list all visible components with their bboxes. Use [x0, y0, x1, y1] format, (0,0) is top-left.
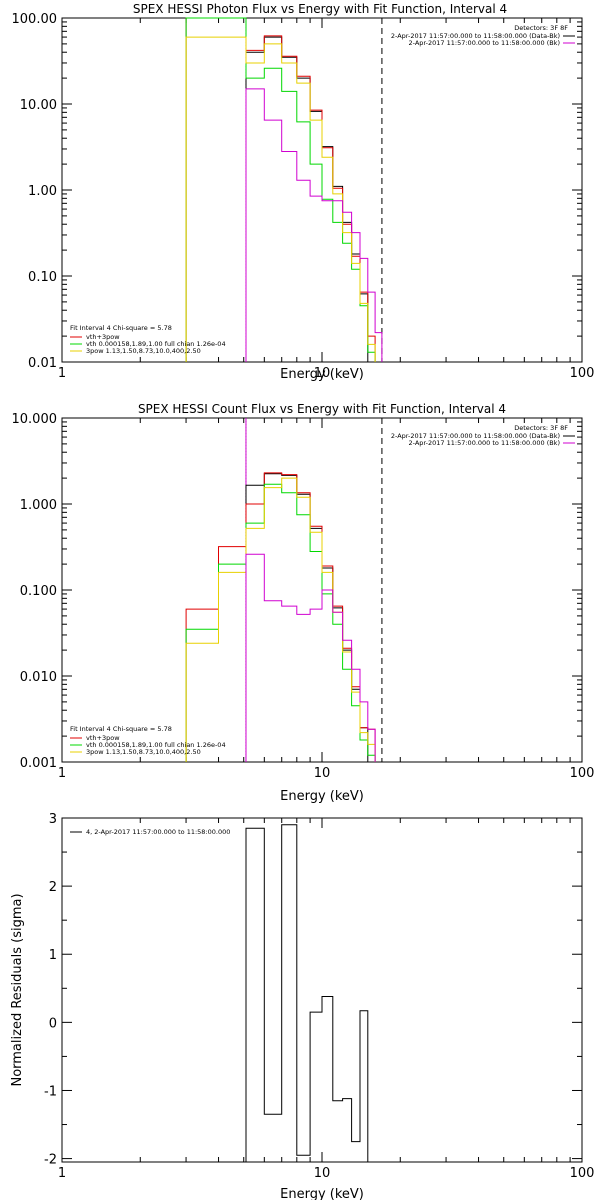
- photon-flux-panel: SPEX HESSI Photon Flux vs Energy with Fi…: [12, 2, 595, 382]
- photon-yellow-step-line: [185, 36, 376, 362]
- residuals-x-tick-label: 10: [314, 1166, 331, 1181]
- residuals-series: [245, 824, 369, 1162]
- photon-series: [185, 17, 383, 362]
- count-legend-top-right: Detectors: 3F 8F 2-Apr-2017 11:57:00.000…: [391, 424, 575, 447]
- photon-y-tick-label: 10.00: [20, 98, 57, 113]
- photon-legend-top-right: Detectors: 3F 8F 2-Apr-2017 11:57:00.000…: [391, 24, 575, 47]
- photon-legend-entry-bk: 2-Apr-2017 11:57:00.000 to 11:58:00.000 …: [409, 39, 560, 47]
- count-y-tick-label: 0.010: [20, 670, 57, 685]
- photon-axis-ticks: 1 10 100 0.01 0.10 1.00 10.00 100.00: [12, 12, 595, 381]
- count-legend-header: Detectors: 3F 8F: [514, 424, 568, 432]
- residuals-legend-text: 4, 2-Apr-2017 11:57:00.000 to 11:58:00.0…: [86, 828, 230, 836]
- photon-y-tick-label: 0.10: [28, 270, 57, 285]
- photon-red-step-line: [185, 17, 376, 362]
- photon-y-tick-label: 1.00: [28, 184, 57, 199]
- count-legend-yellow: 3pow 1.13,1.50,8.73,10.0,400,2.50: [86, 748, 201, 756]
- count-legend-entry-data: 2-Apr-2017 11:57:00.000 to 11:58:00.000 …: [391, 432, 560, 440]
- count-y-tick-label: 0.100: [20, 584, 57, 599]
- count-green-step-line: [185, 483, 376, 762]
- photon-x-tick-label: 10: [314, 366, 331, 381]
- photon-legend-entry-data: 2-Apr-2017 11:57:00.000 to 11:58:00.000 …: [391, 32, 560, 40]
- photon-legend-green: vth 0.000158,1.89,1.00 full chian 1.26e-…: [86, 340, 226, 348]
- count-series: [185, 472, 376, 762]
- photon-legend-yellow: 3pow 1.13,1.50,8.73,10.0,400,2.50: [86, 347, 201, 355]
- count-energy-markers: [245, 418, 383, 762]
- residuals-y-tick-label: 3: [49, 812, 57, 827]
- residuals-y-tick-label: -2: [44, 1153, 57, 1168]
- count-legend-fit-interval: Fit Interval 4 Chi-square = 5.78: [70, 725, 172, 733]
- residuals-x-tick-label: 1: [58, 1166, 66, 1181]
- residuals-y-tick-label: 2: [49, 880, 57, 895]
- photon-x-axis-label: Energy (keV): [280, 367, 364, 382]
- count-red-step-line: [185, 472, 376, 762]
- photon-legend-red: vth+3pow: [86, 333, 120, 341]
- photon-legend-header: Detectors: 3F 8F: [514, 24, 568, 32]
- residuals-axis-ticks: 1 10 100 -2 -1 0 1 2 3: [44, 812, 594, 1181]
- count-yellow-step-line: [185, 477, 376, 762]
- residuals-plot-frame: [61, 817, 583, 1163]
- photon-green-step-line: [185, 17, 376, 362]
- count-y-tick-label: 1.000: [20, 498, 57, 513]
- photon-energy-markers: [245, 18, 383, 362]
- residuals-legend: 4, 2-Apr-2017 11:57:00.000 to 11:58:00.0…: [70, 828, 230, 836]
- residuals-y-tick-label: -1: [44, 1084, 57, 1099]
- count-legend-green: vth 0.000158,1.89,1.00 full chian 1.26e-…: [86, 741, 226, 749]
- photon-magenta-step-line: [245, 88, 383, 362]
- count-x-axis-label: Energy (keV): [280, 789, 364, 804]
- count-magenta-step-line: [245, 553, 376, 762]
- count-x-tick-label: 10: [314, 766, 331, 781]
- residuals-panel: 1 10 100 -2 -1 0 1 2 3 Energy (keV) Normalized R…: [10, 812, 594, 1200]
- photon-legend-bottom-left: Fit Interval 4 Chi-square = 5.78 vth+3po…: [70, 324, 226, 355]
- count-y-tick-label: 10.000: [12, 412, 58, 427]
- residuals-y-axis-label: Normalized Residuals (sigma): [10, 893, 25, 1086]
- count-flux-panel: SPEX HESSI Count Flux vs Energy with Fit…: [12, 402, 595, 804]
- count-legend-red: vth+3pow: [86, 734, 120, 742]
- residuals-black-step-line: [245, 824, 369, 1162]
- photon-chart-title: SPEX HESSI Photon Flux vs Energy with Fi…: [133, 2, 507, 16]
- count-legend-bottom-left: Fit Interval 4 Chi-square = 5.78 vth+3po…: [70, 725, 226, 756]
- photon-x-tick-label: 1: [58, 366, 66, 381]
- residuals-y-tick-label: 0: [49, 1016, 57, 1031]
- photon-y-tick-label: 100.00: [12, 12, 58, 27]
- count-legend-entry-bk: 2-Apr-2017 11:57:00.000 to 11:58:00.000 …: [409, 439, 560, 447]
- photon-legend-fit-interval: Fit Interval 4 Chi-square = 5.78: [70, 324, 172, 332]
- count-y-tick-label: 0.001: [20, 756, 57, 771]
- residuals-x-tick-label: 100: [570, 1166, 595, 1181]
- count-chart-title: SPEX HESSI Count Flux vs Energy with Fit…: [138, 402, 506, 416]
- count-axis-ticks: 1 10 100 0.001 0.010 0.100 1.000 10.000: [12, 412, 595, 781]
- photon-black-step-line: [245, 36, 369, 362]
- count-x-tick-label: 1: [58, 766, 66, 781]
- residuals-y-tick-label: 1: [49, 948, 57, 963]
- photon-y-tick-label: 0.01: [28, 356, 57, 371]
- photon-x-tick-label: 100: [570, 366, 595, 381]
- residuals-x-axis-label: Energy (keV): [280, 1187, 364, 1200]
- count-x-tick-label: 100: [570, 766, 595, 781]
